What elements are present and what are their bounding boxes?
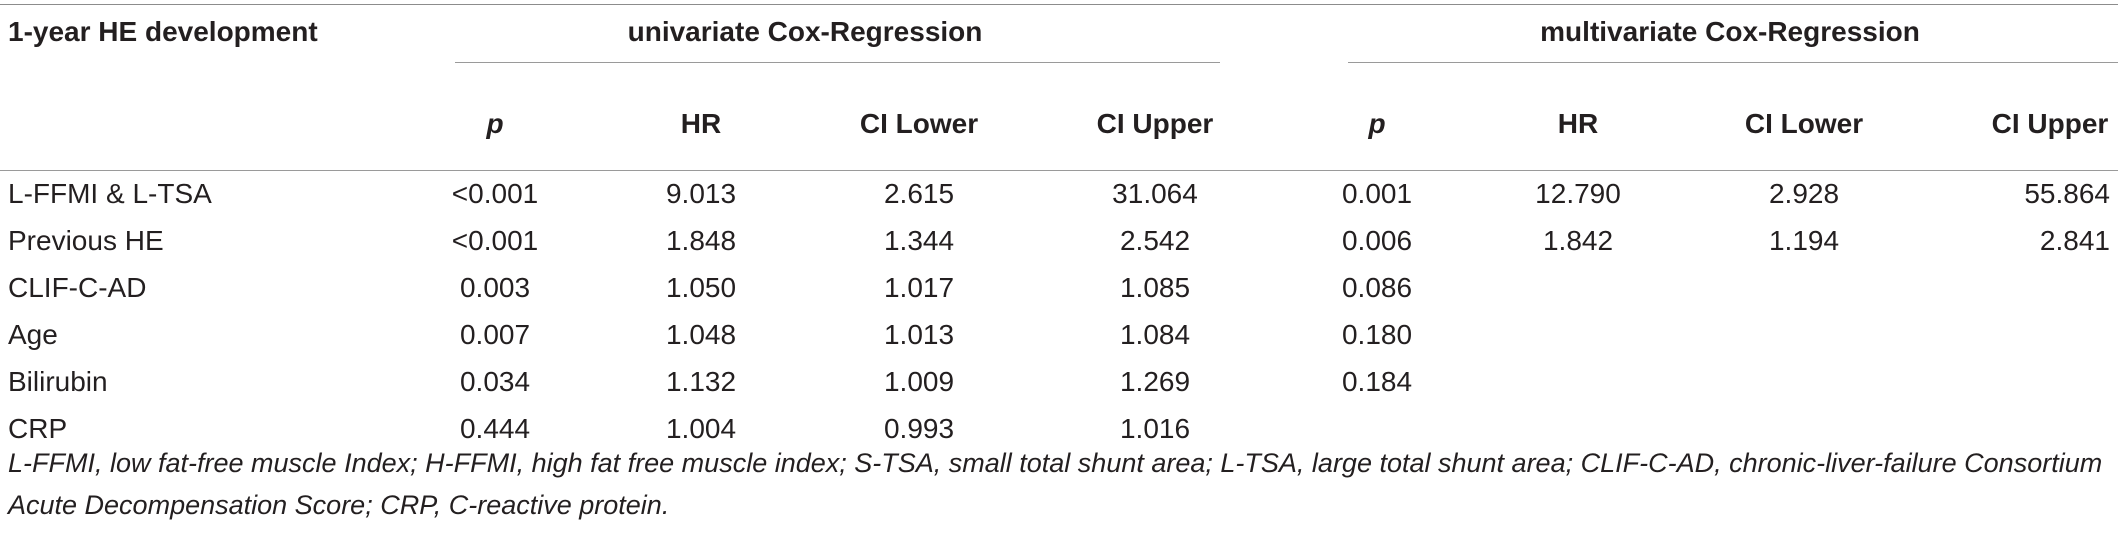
uni-ci-lower: 1.017 xyxy=(883,272,955,303)
table-footnote: L-FFMI, low fat-free muscle Index; H-FFM… xyxy=(8,448,2103,520)
uni-ci-lower: 1.344 xyxy=(883,225,955,256)
uni-p: <0.001 xyxy=(451,178,539,209)
uni-ci-upper: 1.016 xyxy=(1119,413,1191,444)
row-label: Age xyxy=(8,319,58,350)
uni-p: <0.001 xyxy=(451,225,539,256)
multi-ci-lower: 2.928 xyxy=(1768,178,1840,209)
univariate-underline xyxy=(455,62,1220,63)
uni-p: 0.444 xyxy=(459,413,531,444)
row-label: Bilirubin xyxy=(8,366,108,397)
col-uni-ci-upper: CI Upper xyxy=(1096,108,1214,139)
col-multi-hr: HR xyxy=(1557,108,1599,139)
uni-hr: 1.050 xyxy=(665,272,737,303)
uni-hr: 1.132 xyxy=(665,366,737,397)
col-uni-p: p xyxy=(486,108,504,139)
col-uni-ci-lower: CI Lower xyxy=(859,108,979,139)
multi-hr: 1.842 xyxy=(1542,225,1614,256)
row-label: Previous HE xyxy=(8,225,164,256)
col-multi-ci-lower: CI Lower xyxy=(1744,108,1864,139)
multi-p: 0.086 xyxy=(1341,272,1413,303)
group-univariate: univariate Cox-Regression xyxy=(627,16,983,47)
multi-ci-upper: 2.841 xyxy=(2039,225,2110,256)
uni-ci-upper: 31.064 xyxy=(1112,178,1198,209)
col-multi-p: p xyxy=(1368,108,1386,139)
row-label: CRP xyxy=(8,413,68,444)
uni-ci-upper: 2.542 xyxy=(1119,225,1191,256)
uni-p: 0.007 xyxy=(459,319,531,350)
multivariate-underline xyxy=(1348,62,2118,63)
multi-hr: 12.790 xyxy=(1535,178,1621,209)
multi-p: 0.184 xyxy=(1341,366,1413,397)
row-header: 1-year HE development xyxy=(8,16,318,47)
uni-hr: 9.013 xyxy=(665,178,737,209)
uni-ci-lower: 2.615 xyxy=(883,178,955,209)
header-rule xyxy=(0,170,2118,171)
uni-ci-lower: 0.993 xyxy=(883,413,955,444)
uni-ci-lower: 1.009 xyxy=(883,366,955,397)
uni-hr: 1.004 xyxy=(665,413,737,444)
uni-p: 0.034 xyxy=(459,366,531,397)
uni-hr: 1.048 xyxy=(665,319,737,350)
uni-ci-upper: 1.269 xyxy=(1119,366,1191,397)
multi-p: 0.006 xyxy=(1341,225,1413,256)
group-multivariate: multivariate Cox-Regression xyxy=(1540,16,1920,47)
multi-ci-upper: 55.864 xyxy=(2024,178,2110,209)
top-rule xyxy=(0,4,2118,5)
multi-p: 0.001 xyxy=(1341,178,1413,209)
uni-ci-upper: 1.084 xyxy=(1119,319,1191,350)
row-label: CLIF-C-AD xyxy=(8,272,147,303)
uni-ci-lower: 1.013 xyxy=(883,319,955,350)
multi-ci-lower: 1.194 xyxy=(1768,225,1840,256)
row-label: L-FFMI & L-TSA xyxy=(8,178,212,209)
uni-p: 0.003 xyxy=(459,272,531,303)
uni-hr: 1.848 xyxy=(665,225,737,256)
col-uni-hr: HR xyxy=(680,108,722,139)
col-multi-ci-upper: CI Upper xyxy=(1991,108,2109,139)
multi-p: 0.180 xyxy=(1341,319,1413,350)
uni-ci-upper: 1.085 xyxy=(1119,272,1191,303)
